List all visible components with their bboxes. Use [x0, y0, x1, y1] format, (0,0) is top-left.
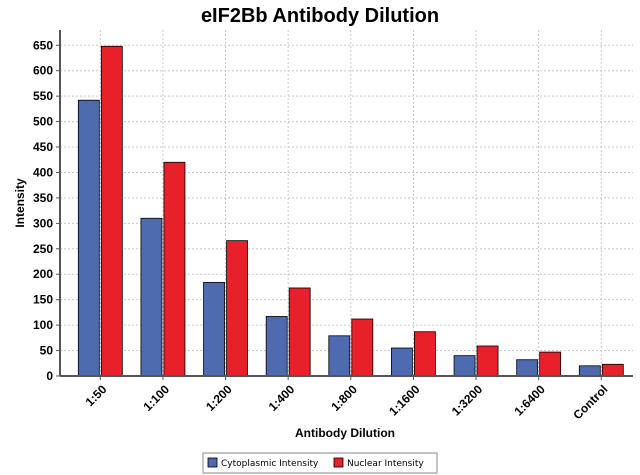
bars [77, 45, 624, 377]
bar-nuclear [539, 351, 562, 377]
x-tick-label: 1:50 [83, 382, 110, 409]
bar-cytoplasmic [203, 281, 225, 377]
y-tick-label: 300 [33, 216, 53, 230]
legend-swatch-cytoplasmic [207, 457, 218, 468]
y-tick-label: 600 [33, 64, 53, 78]
x-tick-label: 1:800 [328, 382, 360, 414]
y-tick-label: 200 [33, 267, 53, 281]
bar-nuclear [414, 331, 436, 377]
y-tick-label: 450 [33, 140, 53, 154]
bar-cytoplasmic [391, 347, 413, 377]
x-tick-label: 1:6400 [511, 382, 548, 419]
x-tick-label: 1:1600 [386, 382, 423, 419]
bar-cytoplasmic [453, 355, 476, 377]
bar-nuclear [476, 345, 499, 377]
legend-box [202, 452, 438, 474]
bar-nuclear [601, 363, 624, 377]
y-tick-label: 650 [33, 38, 53, 52]
bar-nuclear [100, 45, 123, 377]
legend: Cytoplasmic Intensity Nuclear Intensity [202, 452, 438, 474]
bar-cytoplasmic [77, 99, 100, 377]
x-tick-label: 1:400 [266, 382, 298, 414]
bar-nuclear [288, 287, 311, 377]
bar-cytoplasmic [328, 335, 351, 377]
chart-title: eIF2Bb Antibody Dilution [201, 5, 439, 27]
x-tick-label: 1:100 [140, 382, 172, 414]
y-tick-label: 0 [46, 369, 53, 383]
bar-nuclear [351, 318, 374, 377]
y-tick-label: 50 [40, 344, 54, 358]
bar-cytoplasmic [265, 316, 288, 377]
bar-cytoplasmic [578, 365, 601, 377]
legend-label-cytoplasmic: Cytoplasmic Intensity [221, 459, 319, 469]
bar-nuclear [226, 240, 248, 377]
x-tick-label: 1:3200 [449, 382, 486, 419]
y-tick-label: 150 [33, 293, 53, 307]
y-tick-label: 500 [33, 115, 53, 129]
legend-swatch-nuclear [333, 457, 344, 468]
x-tick-label: Control [570, 382, 610, 422]
x-axis-title: Antibody Dilution [295, 426, 395, 440]
bar-cytoplasmic [140, 217, 163, 377]
y-tick-label: 400 [33, 165, 53, 179]
y-tick-label: 250 [33, 242, 53, 256]
bar-cytoplasmic [516, 359, 539, 377]
y-tick-label: 550 [33, 89, 53, 103]
legend-label-nuclear: Nuclear Intensity [347, 459, 424, 469]
x-tick-label: 1:200 [203, 382, 235, 414]
y-tick-label: 350 [33, 191, 53, 205]
bar-nuclear [163, 161, 186, 377]
y-axis-title: Intensity [13, 178, 27, 228]
y-tick-label: 100 [33, 318, 53, 332]
